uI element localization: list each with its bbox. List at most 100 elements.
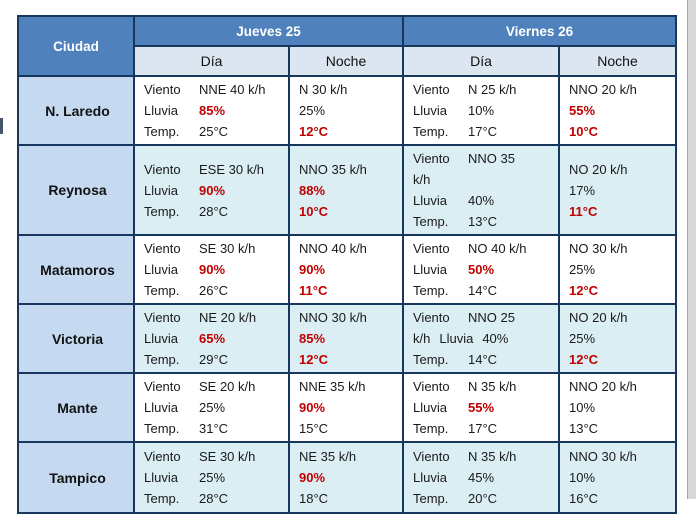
cell-jueves-dia: Viento SE 20 k/h Lluvia 25% Temp. 31°C [133,372,290,443]
forecast-line: Lluvia 90% [144,259,282,280]
metric-value: 25% [299,103,326,118]
forecast-line: Viento NNO 35 [413,148,552,169]
metric-value: N 35 k/h [468,379,517,394]
forecast-line: NNO 40 k/h [299,238,396,259]
city-cell: Reynosa [17,144,135,236]
highlighted-value: 90% [299,470,326,485]
metric-value: NO 40 k/h [468,241,527,256]
table-row: N. Laredo Viento NNE 40 k/h Lluvia 85% Temp. 2… [17,75,677,146]
table-row: Reynosa Viento ESE 30 k/h Lluvia 90% Temp. 28°… [17,144,677,236]
right-gray-strip [687,0,696,499]
cell-viernes-noche: NO 20 k/h 17% 11°C [558,144,677,236]
sub-header-noche: Noche [288,45,404,77]
metric-value: NNO 35 [468,151,515,166]
forecast-line: Lluvia 45% [413,467,552,488]
forecast-line: 11°C [299,280,396,301]
column-header-ciudad: Ciudad [17,15,135,77]
highlighted-value: 55% [569,103,596,118]
forecast-line: Viento N 35 k/h [413,376,552,397]
forecast-line: Lluvia 65% [144,328,282,349]
forecast-line: 90% [299,259,396,280]
metric-label: Temp. [413,283,449,298]
forecast-line: k/h [413,169,552,190]
metric-label: Lluvia [144,103,178,118]
forecast-line: Lluvia 85% [144,100,282,121]
highlighted-value: 10°C [569,124,599,139]
highlighted-value: 11°C [299,283,328,298]
forecast-line: NNO 30 k/h [569,446,669,467]
cell-viernes-noche: NNO 30 k/h 10% 16°C [558,441,677,514]
cell-viernes-dia: Viento N 25 k/h Lluvia 10% Temp. 17°C [402,75,560,146]
forecast-line: Temp. 17°C [413,418,552,439]
metric-label: Temp. [144,124,180,139]
metric-label: Temp. [413,352,449,367]
sub-header-dia: Día [402,45,560,77]
forecast-line: Temp. 14°C [413,280,552,301]
highlighted-value: 11°C [569,203,598,219]
metric-label: Temp. [144,352,180,367]
metric-value: NO 30 k/h [569,241,628,256]
cell-viernes-dia: Viento N 35 k/h Lluvia 45% Temp. 20°C [402,441,560,514]
city-cell: Mante [17,372,135,443]
metric-label: Viento [413,449,450,464]
metric-label: Temp. [144,203,180,219]
forecast-line: 25% [569,328,669,349]
metric-value: 25% [199,470,226,485]
forecast-line: Lluvia 90% [144,180,282,201]
metric-value: ESE 30 k/h [199,161,265,177]
metric-value: NNE 40 k/h [199,82,266,97]
forecast-line: Temp. 29°C [144,349,282,370]
cell-jueves-noche: NNO 40 k/h 90% 11°C [288,234,404,305]
metric-label: Viento [413,82,450,97]
sub-header-noche: Noche [558,45,677,77]
forecast-line: 13°C [569,418,669,439]
table-row: Victoria Viento NE 20 k/h Lluvia 65% Temp. 29°… [17,303,677,374]
highlighted-value: 10°C [299,203,329,219]
metric-value: N 35 k/h [468,449,517,464]
cell-viernes-noche: NNO 20 k/h 10% 13°C [558,372,677,443]
forecast-line: 90% [299,467,396,488]
table-header: Ciudad Jueves 25 Viernes 26 Día Noche Día Noch… [17,15,677,77]
highlighted-value: 50% [468,262,495,277]
metric-value: N 30 k/h [299,82,348,97]
forecast-line: NO 20 k/h [569,159,669,180]
metric-value: SE 30 k/h [199,449,256,464]
cell-jueves-noche: N 30 k/h 25% 12°C [288,75,404,146]
forecast-line: NNE 35 k/h [299,376,396,397]
metric-value: NNO 20 k/h [569,379,637,394]
cell-jueves-noche: NNO 30 k/h 85% 12°C [288,303,404,374]
forecast-line: 10°C [299,201,396,222]
metric-value: 25% [569,262,596,277]
metric-label: Viento [144,161,181,177]
forecast-line: 88% [299,180,396,201]
cell-viernes-dia: Viento NNO 35 k/h Lluvia 40% Temp. 13°C [402,144,560,236]
forecast-line: Viento NO 40 k/h [413,238,552,259]
forecast-line: k/h Lluvia 40% [413,328,552,349]
day-header-viernes-26: Viernes 26 [402,15,677,47]
metric-label: Temp. [144,283,180,298]
forecast-line: Lluvia 10% [413,100,552,121]
forecast-line: 85% [299,328,396,349]
highlighted-value: 12°C [299,352,329,367]
cell-jueves-dia: Viento SE 30 k/h Lluvia 90% Temp. 26°C [133,234,290,305]
table-row: Tampico Viento SE 30 k/h Lluvia 25% Temp. 28°C… [17,441,677,514]
forecast-line: 10°C [569,121,669,142]
forecast-line: Lluvia 55% [413,397,552,418]
forecast-line: 25% [569,259,669,280]
cell-viernes-dia: Viento N 35 k/h Lluvia 55% Temp. 17°C [402,372,560,443]
forecast-line: 55% [569,100,669,121]
highlighted-value: 90% [199,182,226,198]
metric-value: 10% [569,470,596,485]
forecast-line: 17% [569,180,669,201]
forecast-line: NNO 20 k/h [569,79,669,100]
metric-value: NE 20 k/h [199,310,257,325]
metric-label: Lluvia [413,470,447,485]
metric-value: 25°C [199,124,229,139]
metric-label: Temp. [413,214,449,229]
metric-value: k/h [413,172,431,187]
forecast-line: 12°C [569,280,669,301]
cell-jueves-dia: Viento NE 20 k/h Lluvia 65% Temp. 29°C [133,303,290,374]
metric-value: Lluvia [439,331,474,346]
highlighted-value: 65% [199,331,226,346]
metric-value: NE 35 k/h [299,449,357,464]
